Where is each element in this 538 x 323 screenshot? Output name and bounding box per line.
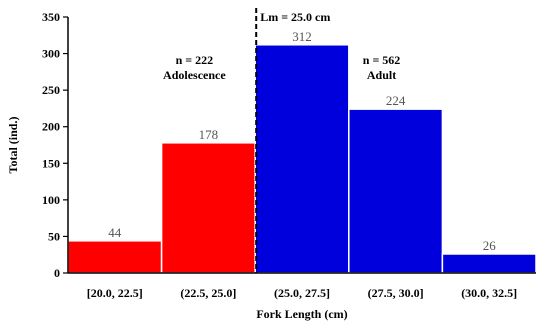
adolescence-count-label: n = 222: [176, 53, 214, 67]
bar-value-label: 26: [483, 238, 497, 253]
bar-value-label: 44: [108, 225, 122, 240]
bar-value-label: 178: [199, 127, 219, 142]
adolescence-stage-label: Adolescence: [163, 68, 226, 82]
bar-value-label: 312: [292, 29, 312, 44]
y-tick-label: 200: [42, 120, 60, 134]
bar-4: [441, 253, 537, 274]
y-tick-label: 350: [42, 10, 60, 24]
bar-0: [67, 240, 163, 274]
bars-group: [67, 44, 537, 274]
data-labels-group: 44 178 312 224 26: [108, 29, 496, 253]
adult-count-label: n = 562: [363, 53, 401, 67]
y-tick-label: 250: [42, 83, 60, 97]
x-tick-label: (25.0, 27.5]: [274, 286, 330, 300]
y-tick-label: 300: [42, 47, 60, 61]
x-tick-label: [20.0, 22.5]: [87, 286, 143, 300]
y-tick-label: 50: [48, 229, 60, 243]
y-tick-label: 100: [42, 193, 60, 207]
x-tick-label: (27.5, 30.0]: [368, 286, 424, 300]
y-axis-title: Total (ind.): [6, 117, 20, 174]
x-ticks-group: [20.0, 22.5] (22.5, 25.0] (25.0, 27.5] (27.…: [87, 286, 517, 300]
x-axis-title: Fork Length (cm): [256, 307, 347, 321]
bar-value-label: 224: [386, 93, 406, 108]
y-tick-label: 150: [42, 156, 60, 170]
y-ticks-group: 0 50 100 150 200 250 300 350: [42, 10, 68, 280]
bar-3: [348, 108, 444, 274]
x-tick-label: (30.0, 32.5]: [461, 286, 517, 300]
adult-stage-label: Adult: [367, 68, 396, 82]
bar-2: [254, 44, 350, 274]
bar-1: [160, 142, 256, 274]
lm-reference-label: Lm = 25.0 cm: [260, 10, 330, 24]
y-tick-label: 0: [54, 266, 60, 280]
x-tick-label: (22.5, 25.0]: [180, 286, 236, 300]
